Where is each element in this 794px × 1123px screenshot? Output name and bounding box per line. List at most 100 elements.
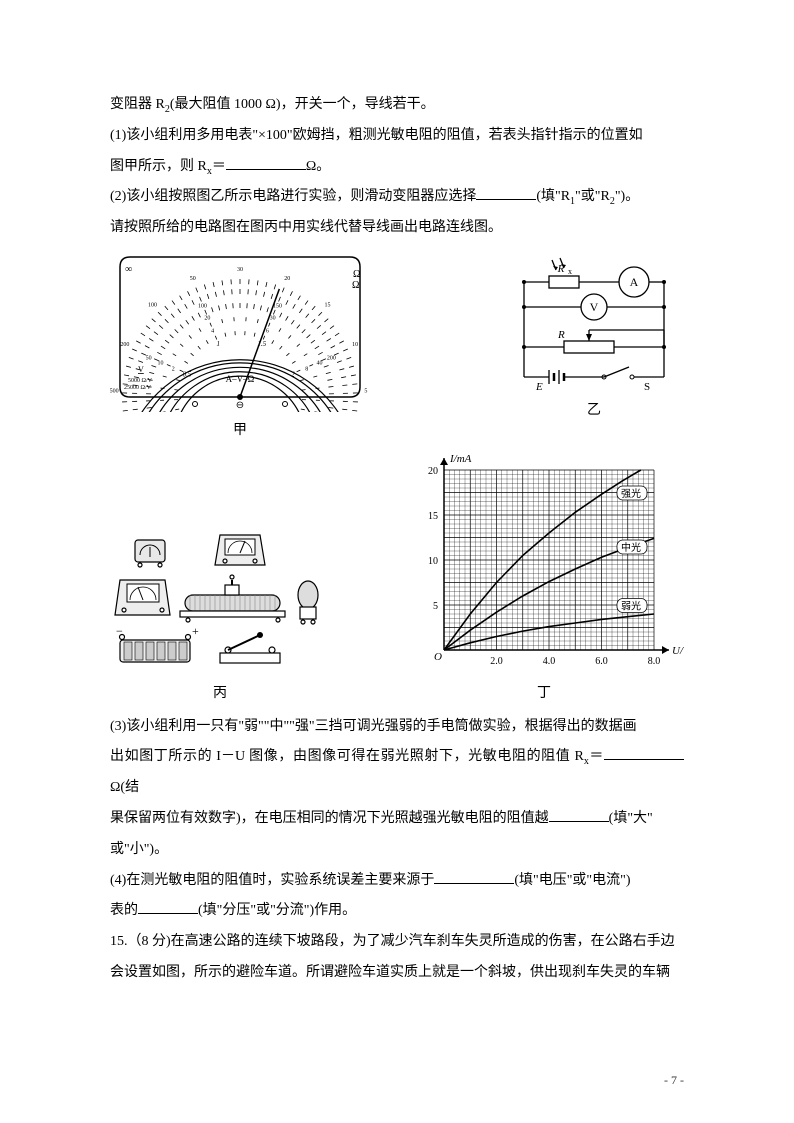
circuit-figure: RxAVRES [504, 252, 684, 392]
text-line-11: 表的(填"分压"或"分流")作用。 [110, 896, 684, 927]
t7c: Ω(结 [110, 780, 139, 795]
page-number: - 7 - [664, 1067, 684, 1093]
svg-text:中光: 中光 [621, 541, 641, 554]
text-line-6: (3)该小组利用一只有"弱""中""强"三挡可调光强弱的手电筒做实验，根据得出的… [110, 712, 684, 743]
text-line-7: 出如图丁所示的 I－U 图像，由图像可得在弱光照射下，光敏电阻的阻值 Rx＝Ω(… [110, 742, 684, 804]
svg-text:A–V–Ω: A–V–Ω [226, 374, 255, 384]
svg-text:10: 10 [158, 361, 164, 367]
svg-text:2.0: 2.0 [490, 656, 503, 667]
svg-text:10: 10 [352, 342, 358, 348]
svg-text:100: 100 [198, 303, 207, 309]
iu-graph-figure: U/VI/mAO2.04.06.08.05101520强光中光弱光 [404, 455, 684, 675]
label-bing: 丙 [213, 679, 227, 710]
svg-text:10: 10 [428, 556, 438, 567]
t4a: (2)该小组按照图乙所示电路进行实验，则滑动变阻器应选择 [110, 189, 476, 204]
svg-text:30: 30 [237, 267, 243, 273]
blank-rx [226, 154, 306, 169]
t10b: (填"电压"或"电流") [514, 873, 630, 888]
svg-text:15: 15 [325, 302, 331, 308]
text-line-13: 会设置如图，所示的避险车道。所谓避险车道实质上就是一个斜坡，供出现刹车失灵的车辆 [110, 958, 684, 989]
svg-text:S: S [644, 381, 650, 392]
svg-text:x: x [568, 267, 572, 276]
svg-text:V: V [138, 365, 144, 374]
label-jia: 甲 [233, 416, 247, 447]
svg-text:A: A [630, 275, 639, 289]
svg-text:5: 5 [364, 389, 367, 395]
svg-text:0.5: 0.5 [183, 370, 192, 378]
multimeter-figure: 1K50020010050302015105005010015020025001… [110, 252, 370, 412]
svg-text:200: 200 [327, 355, 336, 361]
t5: 请按照所给的电路图在图丙中用实线代替导线画出电路连线图。 [110, 220, 502, 235]
svg-text:50: 50 [146, 355, 152, 361]
figure-yi-col: RxAVRES 乙 [504, 252, 684, 427]
svg-text:20: 20 [284, 276, 290, 282]
components-figure: −+ [110, 525, 330, 675]
svg-text:30: 30 [270, 315, 276, 321]
svg-text:E: E [535, 381, 543, 392]
text-line-4: (2)该小组按照图乙所示电路进行实验，则滑动变阻器应选择(填"R1"或"R2")… [110, 182, 684, 213]
svg-text:U/V: U/V [672, 645, 684, 657]
svg-text:8.0: 8.0 [648, 656, 661, 667]
svg-text:8: 8 [305, 366, 308, 372]
svg-text:20: 20 [428, 466, 438, 477]
svg-text:40: 40 [316, 361, 322, 367]
t10a: (4)在测光敏电阻的阻值时，实验系统误差主要来源于 [110, 873, 434, 888]
svg-text:I/mA: I/mA [449, 455, 472, 465]
t4d: ")。 [615, 189, 639, 204]
svg-text:Ω: Ω [353, 269, 360, 280]
svg-text:∞: ∞ [125, 264, 132, 275]
t2: (1)该小组利用多用电表"×100"欧姆挡，粗测光敏电阻的阻值，若表头指针指示的… [110, 128, 643, 143]
svg-text:100: 100 [148, 302, 157, 308]
text-line-8: 果保留两位有效数字)，在电压相同的情况下光照越强光敏电阻的阻值越 (填"大" [110, 804, 684, 835]
text-line-3: 图甲所示，则 Rx＝Ω。 [110, 152, 684, 183]
svg-text:6.0: 6.0 [595, 656, 608, 667]
t1b: (最大阻值 1000 Ω)，开关一个，导线若干。 [170, 97, 435, 112]
svg-text:25000 Ω/V: 25000 Ω/V [124, 385, 152, 391]
svg-text:6: 6 [266, 328, 269, 334]
svg-text:200: 200 [120, 342, 129, 348]
figure-bing-col: −+ 丙 [110, 525, 330, 710]
t4b: (填"R [536, 189, 570, 204]
svg-text:1: 1 [217, 340, 221, 348]
svg-text:50: 50 [190, 276, 196, 282]
blank-fen [138, 899, 198, 914]
text-line-9: 或"小")。 [110, 835, 684, 866]
text-line-10: (4)在测光敏电阻的阻值时，实验系统误差主要来源于 (填"电压"或"电流") [110, 866, 684, 897]
blank-r12 [476, 185, 536, 200]
t4c: "或"R [575, 189, 610, 204]
svg-text:⊖: ⊖ [236, 400, 244, 411]
figure-ding-col: U/VI/mAO2.04.06.08.05101520强光中光弱光 丁 [404, 455, 684, 710]
svg-text:5000 Ω/V: 5000 Ω/V [128, 378, 153, 384]
t3b: ＝ [212, 159, 226, 174]
blank-vi [434, 868, 514, 883]
figure-row-2: −+ 丙 U/VI/mAO2.04.06.08.05101520强光中光弱光 丁 [110, 455, 684, 710]
svg-text:R: R [557, 329, 565, 341]
t8b: (填"大" [609, 811, 653, 826]
text-line-5: 请按照所给的电路图在图丙中用实线代替导线画出电路连线图。 [110, 213, 684, 244]
svg-text:+: + [192, 624, 199, 638]
svg-text:15: 15 [428, 511, 438, 522]
svg-text:弱光: 弱光 [621, 599, 641, 612]
svg-text:−: − [116, 624, 123, 638]
text-line-2: (1)该小组利用多用电表"×100"欧姆挡，粗测光敏电阻的阻值，若表头指针指示的… [110, 121, 684, 152]
svg-text:强光: 强光 [621, 487, 641, 500]
t7b: ＝ [589, 749, 604, 764]
t6: (3)该小组利用一只有"弱""中""强"三挡可调光强弱的手电筒做实验，根据得出的… [110, 719, 637, 734]
t1a: 变阻器 R [110, 97, 165, 112]
svg-text:O: O [434, 651, 442, 663]
svg-text:4.0: 4.0 [543, 656, 556, 667]
t3c: Ω。 [306, 159, 330, 174]
figure-row-1: 1K50020010050302015105005010015020025001… [110, 252, 684, 447]
t3a: 图甲所示，则 R [110, 159, 207, 174]
figure-jia-col: 1K50020010050302015105005010015020025001… [110, 252, 370, 447]
text-line-12: 15.（8 分)在高速公路的连续下坡路段，为了减少汽车刹车失灵所造成的伤害，在公… [110, 927, 684, 958]
svg-text:Ω: Ω [352, 280, 359, 291]
blank-size [549, 807, 609, 822]
t8a: 果保留两位有效数字)，在电压相同的情况下光照越强光敏电阻的阻值越 [110, 811, 549, 826]
svg-text:2: 2 [291, 370, 295, 378]
svg-text:V: V [590, 300, 599, 314]
t13: 会设置如图，所示的避险车道。所谓避险车道实质上就是一个斜坡，供出现刹车失灵的车辆 [110, 965, 670, 980]
label-ding: 丁 [537, 679, 551, 710]
t11b: (填"分压"或"分流")作用。 [198, 903, 356, 918]
text-line-1: 变阻器 R2(最大阻值 1000 Ω)，开关一个，导线若干。 [110, 90, 684, 121]
